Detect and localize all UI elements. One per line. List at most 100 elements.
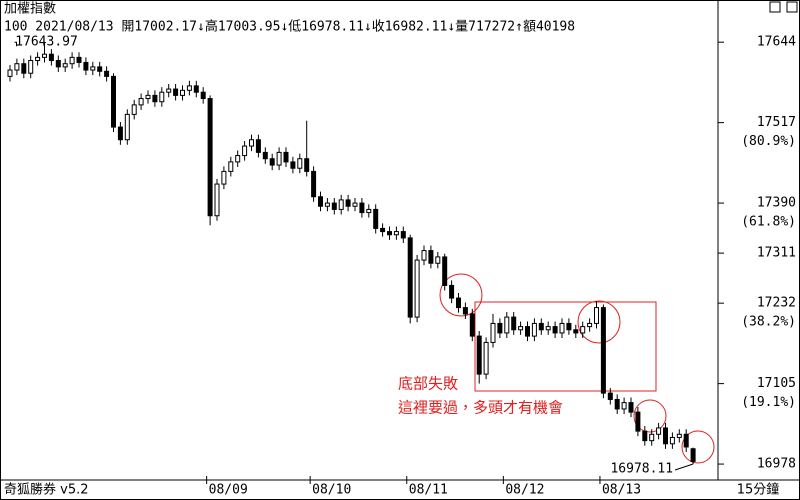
x-tick-label: 08/09 [209, 483, 248, 498]
y-tick-label: 17105 [757, 376, 796, 391]
annotation: 這裡要過，多頭才有機會 [398, 399, 563, 417]
window-icon[interactable] [769, 1, 781, 13]
candle-body [90, 66, 96, 71]
callout-line [14, 41, 17, 47]
candle-body [428, 250, 434, 264]
candle-body [573, 329, 579, 334]
annotation: 底部失敗 [398, 375, 458, 393]
candle-body [635, 411, 641, 432]
candle-body [594, 307, 599, 324]
candle-body [614, 398, 620, 410]
candle-body [311, 170, 317, 198]
candle-body [545, 326, 551, 331]
y-tick-label: 16978 [757, 457, 796, 472]
fib-label: (38.2%) [741, 315, 796, 330]
candle-body [42, 53, 47, 58]
candle-body [656, 427, 662, 435]
candle-body [35, 56, 41, 62]
candle-body [255, 139, 261, 153]
candle-body [690, 448, 696, 462]
candle-body [180, 89, 185, 96]
candle-body [269, 158, 275, 166]
candle-body [663, 427, 668, 445]
candle-body [518, 326, 524, 331]
candle-body [352, 202, 358, 207]
candle-body [387, 231, 392, 236]
candle-body [297, 158, 303, 169]
candle-body [186, 85, 192, 91]
candle-body [600, 307, 606, 394]
candle-body [649, 433, 655, 442]
candle-body [283, 151, 289, 163]
candle-body [138, 98, 144, 106]
window-icon[interactable] [786, 1, 798, 13]
highlight-circle [577, 300, 621, 344]
candle-body [21, 63, 27, 74]
y-tick-label: 17390 [757, 196, 796, 211]
candle-body [566, 322, 572, 331]
candle-body [359, 202, 365, 214]
candle-body [124, 113, 130, 141]
candle-body [476, 335, 482, 375]
candle-body [538, 322, 544, 331]
candle-body [276, 151, 282, 166]
candle-body [607, 392, 613, 400]
candle-body [28, 60, 34, 74]
candle-body [621, 402, 627, 410]
candle-body [559, 322, 565, 334]
min-label: 16978.11 [610, 461, 673, 476]
candle-body [193, 85, 199, 93]
candle-body [525, 326, 530, 337]
candle-body [152, 94, 158, 103]
app-name: 奇狐勝券 v5.2 [4, 482, 89, 498]
y-tick-label: 17311 [757, 246, 796, 261]
candle-body [104, 70, 110, 77]
candle-body [48, 53, 54, 62]
y-tick-label: 17232 [757, 296, 796, 311]
candle-body [117, 126, 123, 141]
candle-body [290, 161, 296, 169]
candle-body [456, 297, 461, 309]
quote-info: 100 2021/08/13 開17002.17↓高17003.95↓低1697… [4, 19, 575, 35]
highlight-circle [681, 430, 715, 464]
highlight-circle [439, 273, 483, 317]
candle-body [55, 60, 61, 68]
candle-body [683, 433, 689, 448]
candle-body [249, 139, 254, 147]
candle-body [97, 66, 103, 72]
candle-body [587, 322, 593, 328]
fib-label: (61.8%) [741, 215, 796, 230]
candle-body [331, 202, 337, 210]
candle-body [131, 104, 137, 115]
candle-body [676, 433, 682, 438]
fib-label: (80.9%) [741, 134, 796, 149]
y-tick-label: 17644 [757, 35, 796, 50]
chart-title: 加權指數 [4, 2, 56, 17]
candle-body [207, 98, 213, 217]
fib-label: (19.1%) [741, 395, 796, 410]
callout-line [674, 463, 694, 471]
x-tick-label: 08/10 [312, 483, 351, 498]
candle-body [400, 231, 406, 239]
candle-body [324, 202, 330, 207]
candle-body [200, 91, 206, 100]
candle-body [345, 199, 351, 207]
candle-body [145, 94, 151, 100]
candle-body [421, 250, 427, 261]
candle-body [449, 284, 455, 299]
candle-body [414, 259, 420, 318]
candle-body [504, 316, 510, 334]
candle-body [214, 183, 220, 217]
candle-body [497, 322, 503, 334]
candle-body [380, 227, 386, 233]
candle-body [490, 322, 496, 343]
candle-body [628, 402, 634, 413]
candle-body [373, 208, 379, 229]
candle-body [69, 56, 75, 65]
candle-body [531, 322, 537, 337]
candle-body [462, 307, 468, 315]
candle-body [62, 63, 68, 68]
candle-body [511, 316, 517, 331]
